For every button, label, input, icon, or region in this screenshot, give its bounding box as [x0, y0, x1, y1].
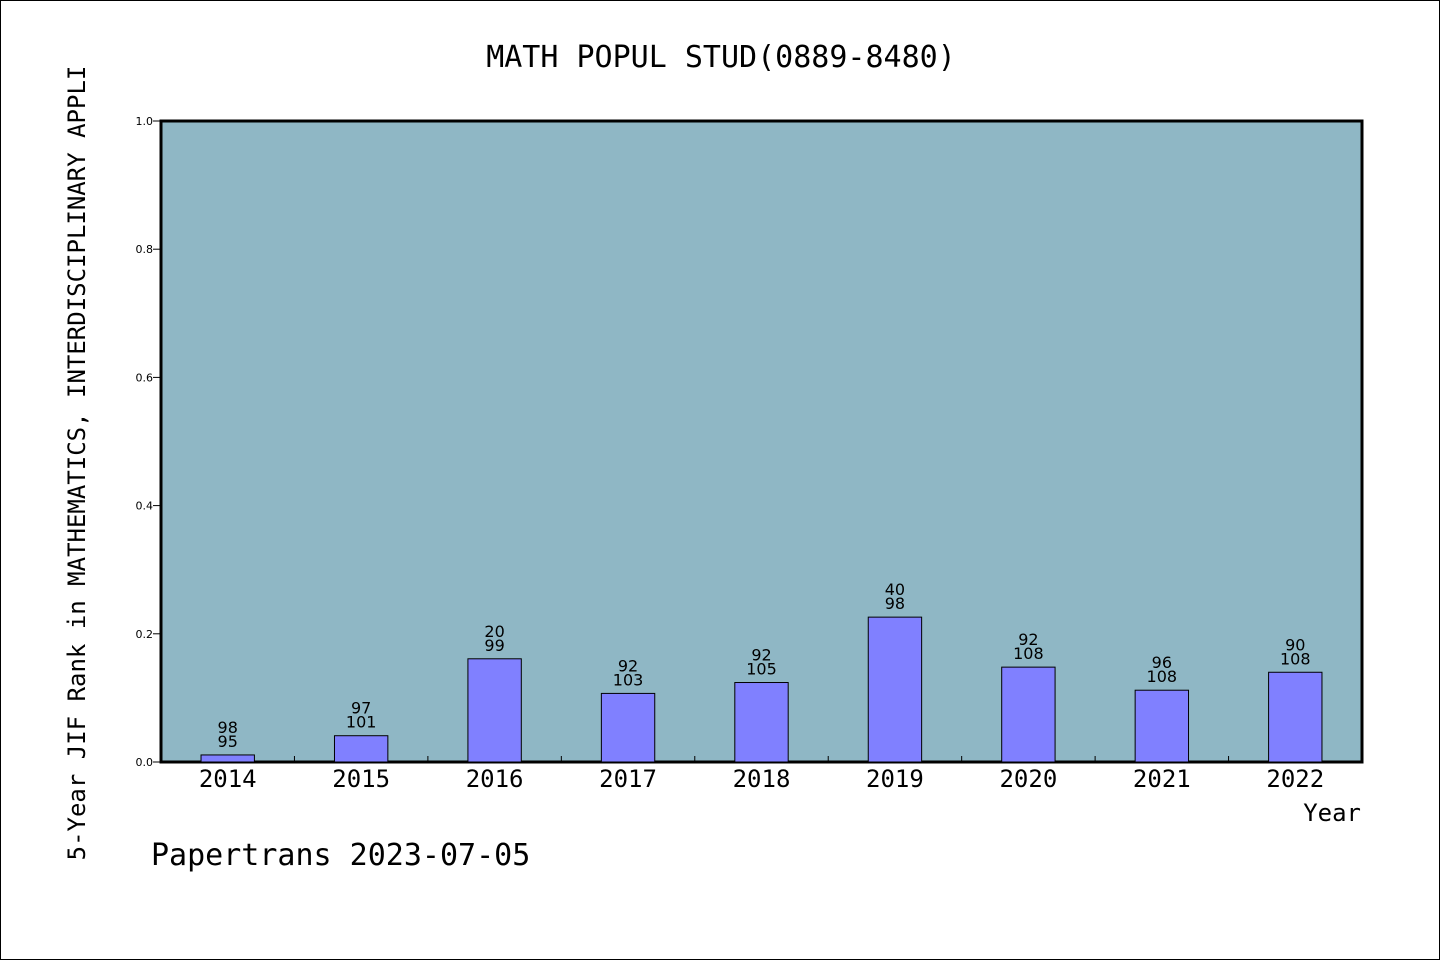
x-axis-label: Year [1303, 799, 1361, 827]
bar-label-rank: 20 [484, 622, 504, 641]
bar-label-total: 108 [1280, 649, 1311, 668]
x-axis-ticks: 2014 2015 2016 2017 2018 2019 2020 2021 2022 [199, 756, 1324, 793]
bar-label-total: 98 [885, 594, 905, 613]
x-tick-label: 2022 [1266, 765, 1324, 793]
x-tick-label: 2018 [733, 765, 791, 793]
bar-2018 [734, 682, 789, 763]
chart-title: MATH POPUL STUD(0889-8480) [486, 40, 956, 75]
bar-label-rank: 90 [1285, 635, 1305, 654]
bar-label-rank: 96 [1152, 653, 1172, 672]
bar-2021 [1134, 689, 1190, 763]
y-axis-label: 5-Year JIF Rank in MATHEMATICS, INTERDIS… [63, 66, 91, 861]
bar-label-rank: 92 [751, 646, 771, 665]
y-tick-label: 0.6 [136, 371, 154, 384]
bar-2017 [600, 692, 656, 763]
bar-label-rank: 92 [1018, 630, 1038, 649]
bar-label-total: 103 [613, 670, 644, 689]
y-axis-ticks: 0.0 0.2 0.4 0.6 0.8 1.0 [136, 115, 161, 769]
y-tick-label: 0.8 [136, 243, 154, 256]
bar-label-rank: 40 [885, 580, 905, 599]
x-tick-label: 2016 [466, 765, 524, 793]
x-tick-label: 2020 [999, 765, 1057, 793]
bar-label-total: 99 [484, 636, 504, 655]
bar-2022 [1268, 671, 1323, 763]
x-tick-label: 2014 [199, 765, 257, 793]
y-tick-label: 0.4 [136, 500, 154, 513]
bar-2019 [867, 616, 923, 763]
y-tick-label: 0.2 [136, 628, 154, 641]
bar-2020 [1001, 666, 1056, 763]
footer-credit: Papertrans 2023-07-05 [151, 838, 530, 873]
x-tick-label: 2015 [332, 765, 390, 793]
bar-label-total: 105 [746, 660, 777, 679]
bar-label-rank: 97 [351, 699, 371, 718]
x-tick-label: 2019 [866, 765, 924, 793]
bar-2016 [467, 658, 522, 763]
bars [200, 616, 1323, 763]
bar-label-total: 108 [1147, 667, 1178, 686]
bar-2015 [333, 735, 389, 763]
x-tick-label: 2017 [599, 765, 657, 793]
bar-2014 [200, 754, 255, 763]
bar-label-rank: 98 [218, 718, 238, 737]
bar-label-total: 101 [346, 713, 377, 732]
y-tick-label: 1.0 [136, 115, 154, 128]
bar-label-total: 108 [1013, 644, 1044, 663]
x-tick-label: 2021 [1133, 765, 1191, 793]
y-tick-label: 0.0 [136, 756, 154, 769]
bar-label-rank: 92 [618, 656, 638, 675]
plot-area [159, 119, 1364, 764]
bar-label-total: 95 [218, 732, 238, 751]
